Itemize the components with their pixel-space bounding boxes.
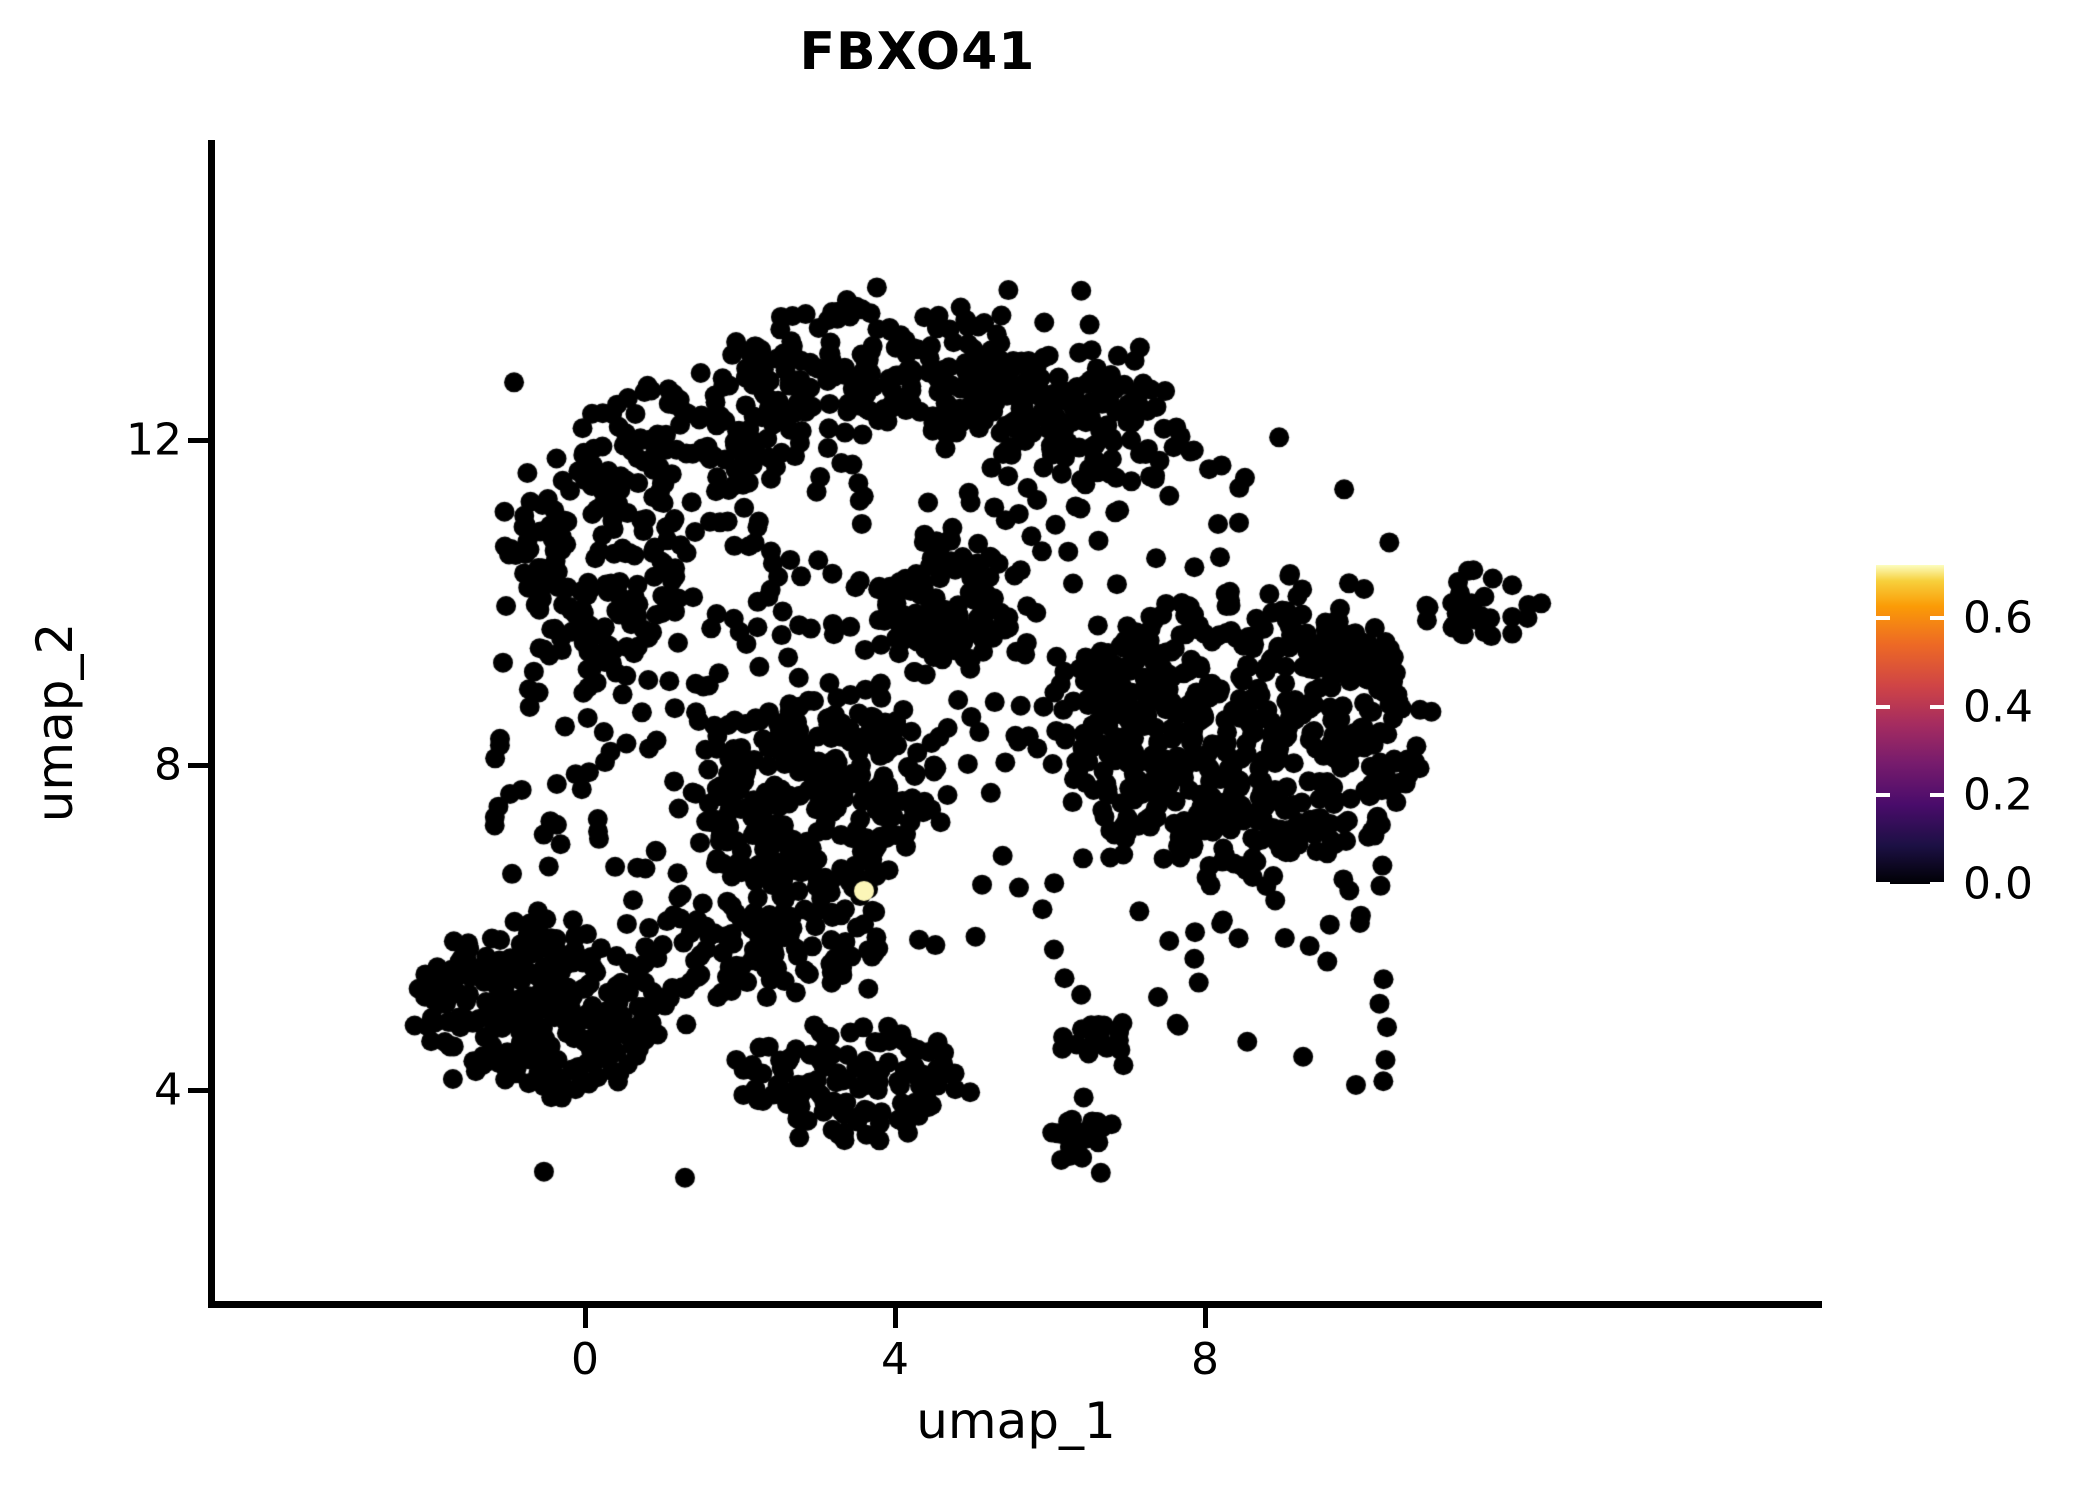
colorbar-tick-mark <box>1930 616 1944 621</box>
colorbar-tick-mark <box>1876 704 1890 709</box>
y-tick-label: 12 <box>126 414 182 466</box>
y-tick-mark <box>188 1088 209 1093</box>
colorbar-tick-mark <box>1876 616 1890 621</box>
x-axis-spine <box>208 1301 1822 1308</box>
colorbar-tick-mark <box>1930 704 1944 709</box>
x-axis-label: umap_1 <box>916 1392 1116 1450</box>
colorbar-tick-label: 0.0 <box>1963 858 2033 910</box>
x-tick-mark <box>583 1307 588 1328</box>
colorbar-tick-label: 0.4 <box>1963 681 2033 733</box>
x-tick-label: 4 <box>881 1334 909 1385</box>
colorbar <box>1876 565 1944 886</box>
x-tick-label: 8 <box>1191 1334 1219 1385</box>
colorbar-tick-label: 0.6 <box>1963 592 2033 644</box>
colorbar-tick-label: 0.2 <box>1963 769 2033 821</box>
y-tick-mark <box>188 438 209 443</box>
scatter-points-layer <box>212 140 1820 1305</box>
colorbar-tick-mark <box>1876 793 1890 798</box>
x-tick-label: 0 <box>571 1334 599 1385</box>
x-tick-mark <box>893 1307 898 1328</box>
x-tick-mark <box>1203 1307 1208 1328</box>
colorbar-gradient <box>1876 565 1944 884</box>
y-tick-mark <box>188 763 209 768</box>
colorbar-tick-mark <box>1876 882 1890 886</box>
scatter-plot-area <box>212 140 1820 1305</box>
colorbar-tick-mark <box>1930 882 1944 886</box>
y-tick-label: 8 <box>154 739 182 791</box>
colorbar-tick-mark <box>1930 793 1944 798</box>
y-axis-label: umap_2 <box>26 622 84 823</box>
page-title: FBXO41 <box>799 22 1036 82</box>
y-axis-spine <box>208 140 215 1308</box>
y-tick-label: 4 <box>154 1064 182 1116</box>
